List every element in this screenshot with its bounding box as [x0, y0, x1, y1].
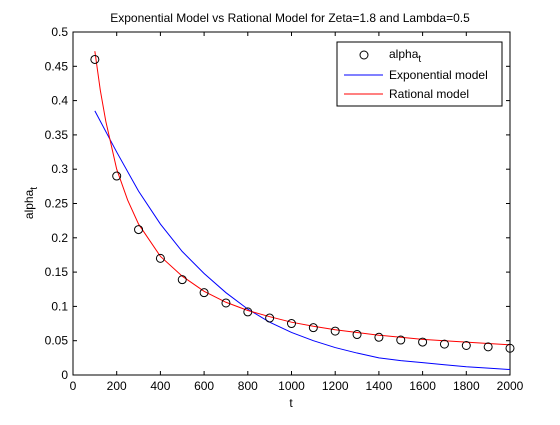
data-point-alpha	[221, 298, 231, 308]
data-point-alpha	[287, 319, 296, 329]
x-tick-label: 200	[107, 379, 127, 393]
x-tick-label: 1400	[366, 379, 393, 393]
data-point-alpha	[112, 171, 122, 181]
y-axis-label-sub: t	[29, 187, 40, 190]
y-tick-label: 0	[61, 368, 68, 382]
y-tick-label: 0.15	[45, 265, 69, 279]
data-point-alpha	[308, 323, 318, 333]
data-point-alpha	[177, 275, 187, 285]
legend-marker-circle	[359, 50, 369, 60]
data-point-alpha	[265, 313, 275, 323]
y-tick-label: 0.1	[51, 299, 68, 313]
legend-label-alpha-sub: t	[418, 54, 421, 65]
y-axis-label-base: alpha	[22, 189, 36, 219]
series-line-rational-model	[94, 51, 511, 346]
data-point-alpha	[199, 288, 209, 298]
y-axis: 0 0.05 0.1 0.15 0.2 0.25 0.3 0.35 0.4 0.45 0.5	[45, 25, 510, 382]
x-tick-label: 600	[194, 379, 214, 393]
x-axis: 0 200 400 600 800 1000 1200 1400 1600 1800 2000	[70, 32, 524, 393]
legend-label-alpha: alphat	[389, 47, 421, 65]
legend: alphat Exponential model Rational model	[336, 41, 503, 107]
x-axis-label: t	[289, 396, 293, 410]
legend-label-exponential: Exponential model	[389, 68, 488, 82]
x-tick-label: 400	[150, 379, 170, 393]
x-tick-label: 0	[70, 379, 77, 393]
data-point-alpha	[330, 326, 340, 336]
data-point-alpha	[374, 332, 384, 342]
x-tick-label: 800	[238, 379, 258, 393]
data-point-alpha	[483, 342, 493, 352]
y-tick-label: 0.5	[51, 25, 68, 39]
legend-item-alpha: alphat	[359, 47, 421, 65]
data-point-alpha	[243, 307, 253, 317]
y-tick-label: 0.3	[51, 162, 68, 176]
data-point-alpha	[418, 337, 428, 347]
data-point-alpha	[90, 54, 100, 64]
legend-label-rational: Rational model	[389, 87, 469, 101]
series-layer	[90, 51, 515, 371]
legend-label-alpha-base: alpha	[389, 47, 419, 61]
y-tick-label: 0.4	[51, 94, 68, 108]
x-tick-label: 1000	[278, 379, 305, 393]
y-tick-label: 0.2	[51, 231, 68, 245]
legend-item-rational: Rational model	[344, 87, 469, 101]
x-tick-label: 1800	[453, 379, 480, 393]
series-line-exponential-model	[94, 110, 511, 371]
data-point-alpha	[155, 253, 165, 263]
y-tick-label: 0.35	[45, 128, 69, 142]
data-point-alpha	[352, 330, 362, 340]
x-tick-label: 1200	[322, 379, 349, 393]
data-point-alpha	[439, 339, 449, 349]
y-tick-label: 0.05	[45, 334, 69, 348]
x-tick-label: 1600	[409, 379, 436, 393]
x-tick-label: 2000	[497, 379, 524, 393]
y-axis-label: alphat	[22, 187, 40, 219]
data-point-alpha	[134, 225, 144, 235]
legend-box	[336, 41, 503, 107]
data-point-alpha	[461, 341, 471, 350]
chart-title: Exponential Model vs Rational Model for …	[110, 11, 470, 25]
legend-item-exponential: Exponential model	[344, 68, 488, 82]
data-point-alpha	[505, 343, 515, 353]
y-tick-label: 0.25	[45, 197, 69, 211]
data-point-alpha	[396, 335, 406, 345]
y-tick-label: 0.45	[45, 59, 69, 73]
